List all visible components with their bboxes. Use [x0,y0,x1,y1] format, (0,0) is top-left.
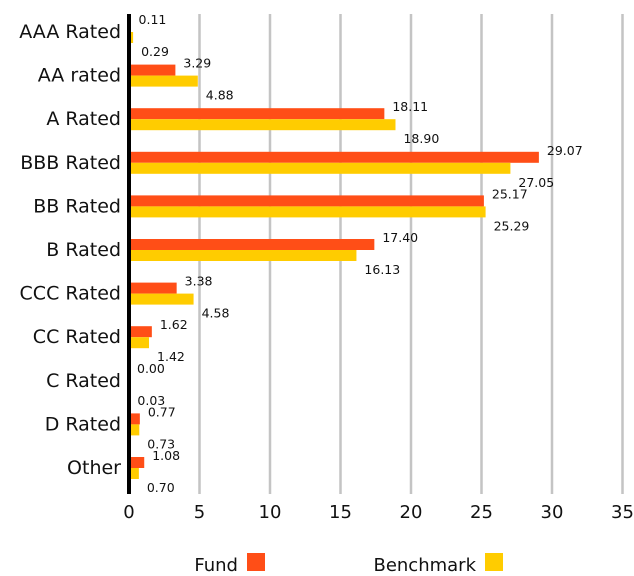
legend-fund-swatch [247,553,265,571]
bar-fund-other [129,457,145,468]
legend-benchmark-label: Benchmark [373,555,476,576]
x-tick-label-20: 20 [400,502,423,523]
value-label-benchmark-other: 0.70 [147,480,175,495]
bar-benchmark-bb-rated [129,206,486,218]
x-tick-label-0: 0 [123,502,134,523]
x-tick-label-30: 30 [541,502,564,523]
value-label-fund-d-rated: 0.77 [148,404,176,419]
value-label-benchmark-d-rated: 0.73 [147,436,175,451]
value-label-fund-a-rated: 18.11 [392,99,428,114]
legend-fund-label: Fund [194,555,238,576]
value-label-benchmark-aa-rated: 4.88 [206,88,234,103]
value-label-fund-ccc-rated: 3.38 [185,274,213,289]
value-label-benchmark-cc-rated: 1.42 [157,349,185,364]
category-label-bbb-rated: BBB Rated [20,152,121,174]
category-labels: AAA Rated AA rated A Rated BBB Rated BB Rate… [19,21,121,479]
value-label-benchmark-c-rated: 0.03 [137,393,165,408]
bar-benchmark-cc-rated [129,337,150,349]
value-label-fund-other: 1.08 [152,448,180,463]
bars [129,21,539,479]
value-label-benchmark-aaa-rated: 0.29 [141,44,169,59]
bar-fund-bbb-rated [129,151,539,163]
category-label-ccc-rated: CCC Rated [20,283,121,305]
bar-fund-aa-rated [129,64,176,76]
bar-benchmark-other [129,468,139,479]
x-tick-label-10: 10 [259,502,282,523]
bar-benchmark-ccc-rated [129,293,194,305]
value-label-fund-c-rated: 0.00 [137,361,165,376]
bar-benchmark-bbb-rated [129,162,511,174]
category-label-aa-rated: AA rated [38,65,121,87]
bar-fund-a-rated [129,108,385,120]
bar-benchmark-d-rated [129,424,140,436]
bar-benchmark-aaa-rated [129,32,134,43]
x-tick-labels: 0 5 10 15 20 25 30 35 [123,502,634,523]
x-tick-label-35: 35 [611,502,634,523]
value-label-fund-aaa-rated: 0.11 [139,12,167,27]
bar-benchmark-aa-rated [129,75,198,87]
x-tick-label-5: 5 [194,502,205,523]
bar-fund-bb-rated [129,195,484,207]
value-label-fund-aa-rated: 3.29 [183,56,211,71]
category-label-cc-rated: CC Rated [33,326,121,348]
category-label-d-rated: D Rated [45,413,121,435]
x-tick-label-15: 15 [329,502,352,523]
bar-benchmark-a-rated [129,119,396,131]
value-label-fund-cc-rated: 1.62 [160,317,188,332]
value-label-benchmark-b-rated: 16.13 [364,262,400,277]
value-label-benchmark-ccc-rated: 4.58 [202,306,230,321]
legend-benchmark-swatch [485,553,503,571]
bar-fund-b-rated [129,239,375,250]
x-tick-label-25: 25 [470,502,493,523]
category-label-c-rated: C Rated [46,370,121,392]
bar-fund-d-rated [129,413,140,425]
category-label-b-rated: B Rated [46,239,121,261]
value-label-fund-b-rated: 17.40 [382,230,418,245]
category-label-other: Other [67,457,121,479]
category-label-bb-rated: BB Rated [33,195,121,217]
legend: Fund Benchmark [194,553,503,576]
value-labels: 0.11 0.29 3.29 4.88 18.11 18.90 29.07 27.0525.1… [137,12,583,495]
value-label-benchmark-bb-rated: 25.29 [494,218,530,233]
value-label-benchmark-bbb-rated: 27.05 [518,175,554,190]
category-label-a-rated: A Rated [46,108,121,130]
value-label-benchmark-a-rated: 18.90 [403,131,439,146]
category-label-aaa-rated: AAA Rated [19,21,121,43]
bar-fund-cc-rated [129,326,152,338]
bar-fund-ccc-rated [129,282,177,294]
bar-benchmark-b-rated [129,250,357,261]
value-label-fund-bbb-rated: 29.07 [547,143,583,158]
value-label-fund-bb-rated: 25.17 [492,186,528,201]
